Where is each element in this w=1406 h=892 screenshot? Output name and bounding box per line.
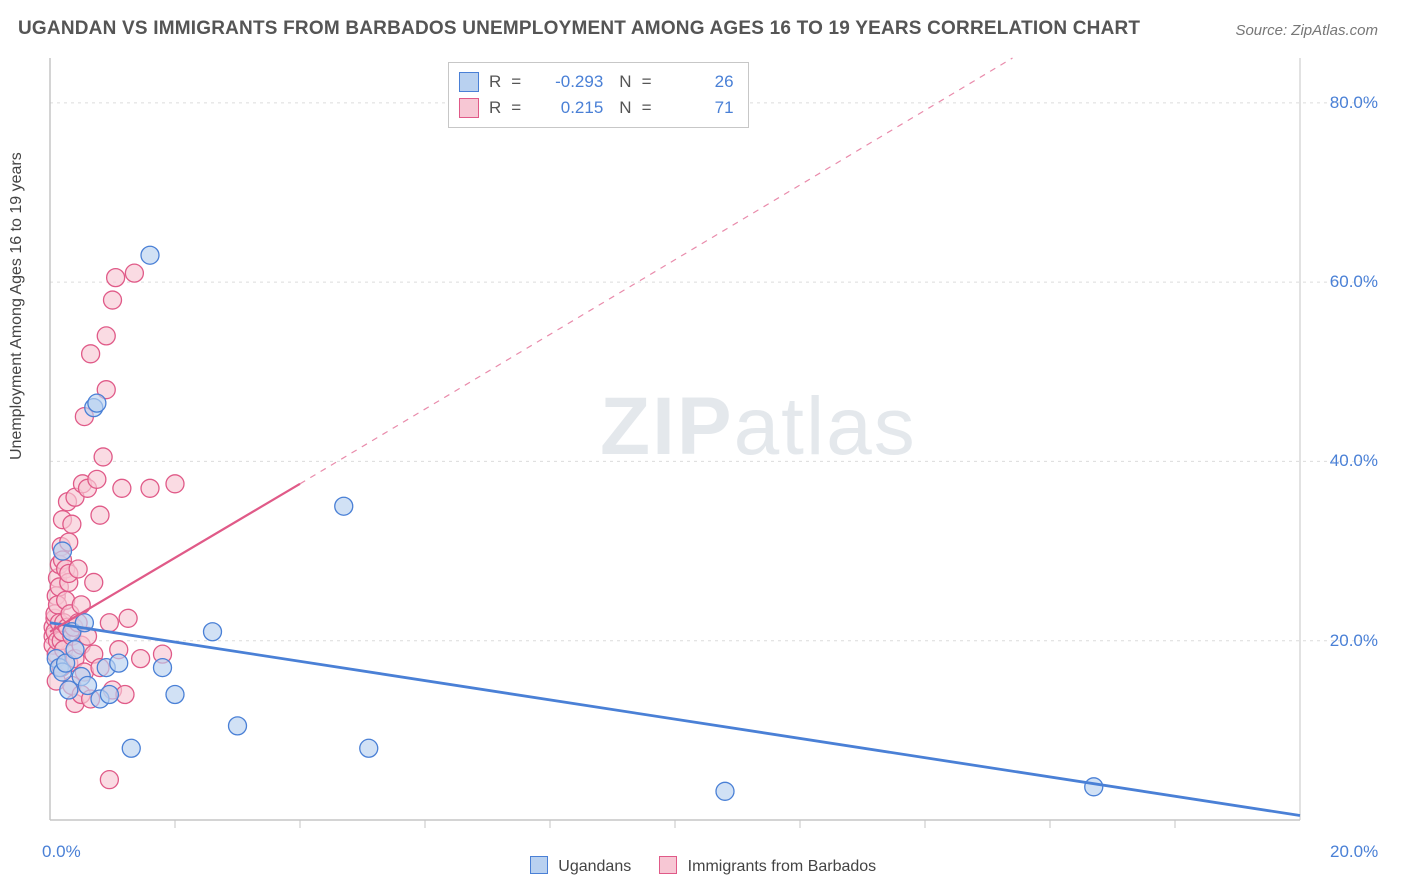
series-legend: Ugandans Immigrants from Barbados — [0, 856, 1406, 876]
r-symbol: R — [489, 95, 501, 121]
swatch-barbados — [459, 98, 479, 118]
swatch-ugandans — [530, 856, 548, 874]
source-attribution: Source: ZipAtlas.com — [1235, 22, 1378, 39]
legend-label-barbados: Immigrants from Barbados — [688, 858, 877, 875]
equals-sign: = — [642, 69, 668, 95]
legend-item-ugandans: Ugandans — [530, 856, 631, 876]
y-tick-label: 40.0% — [1330, 451, 1378, 471]
swatch-ugandans — [459, 72, 479, 92]
stats-row-ugandans: R = -0.293 N = 26 — [459, 69, 734, 95]
correlation-chart: UGANDAN VS IMMIGRANTS FROM BARBADOS UNEM… — [0, 0, 1406, 892]
legend-label-ugandans: Ugandans — [558, 858, 631, 875]
y-axis-label: Unemployment Among Ages 16 to 19 years — [8, 152, 26, 460]
stats-legend: R = -0.293 N = 26 R = 0.215 N = 71 — [448, 62, 749, 128]
n-value-barbados: 71 — [678, 95, 734, 121]
stats-row-barbados: R = 0.215 N = 71 — [459, 95, 734, 121]
r-value-ugandans: -0.293 — [547, 69, 603, 95]
r-symbol: R — [489, 69, 501, 95]
equals-sign: = — [642, 95, 668, 121]
legend-item-barbados: Immigrants from Barbados — [659, 856, 876, 876]
plot-svg — [0, 0, 1406, 892]
y-tick-label: 20.0% — [1330, 631, 1378, 651]
y-tick-label: 80.0% — [1330, 93, 1378, 113]
chart-title: UGANDAN VS IMMIGRANTS FROM BARBADOS UNEM… — [18, 18, 1140, 40]
watermark: ZIPatlas — [600, 380, 917, 474]
n-symbol: N — [619, 95, 631, 121]
r-value-barbados: 0.215 — [547, 95, 603, 121]
n-value-ugandans: 26 — [678, 69, 734, 95]
equals-sign: = — [511, 95, 537, 121]
equals-sign: = — [511, 69, 537, 95]
n-symbol: N — [619, 69, 631, 95]
swatch-barbados — [659, 856, 677, 874]
y-tick-label: 60.0% — [1330, 272, 1378, 292]
